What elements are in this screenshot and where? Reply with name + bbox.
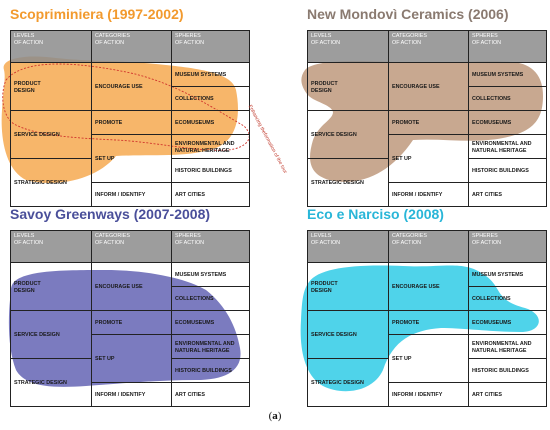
header-cell: LEVELS OF ACTION	[10, 230, 92, 263]
header-cell: CATEGORIES OF ACTION	[91, 30, 172, 63]
sphere-cell: ART CITIES	[171, 382, 250, 407]
sphere-cell: COLLECTIONS	[171, 86, 250, 111]
category-cell: INFORM / IDENTIFY	[91, 382, 172, 407]
header-cell: SPHERES OF ACTION	[171, 230, 250, 263]
level-cell: STRATEGIC DESIGN	[10, 158, 92, 207]
header-cell: SPHERES OF ACTION	[171, 30, 250, 63]
header-cell: SPHERES OF ACTION	[468, 30, 547, 63]
action-grid: LEVELS OF ACTION CATEGORIES OF ACTION SPHERE…	[1, 30, 288, 207]
level-cell: SERVICE DESIGN	[10, 110, 92, 159]
category-cell: PROMOTE	[388, 110, 469, 135]
category-cell: ENCOURAGE USE	[91, 62, 172, 111]
action-grid: LEVELS OF ACTION CATEGORIES OF ACTION SPHERE…	[300, 230, 547, 407]
action-grid: LEVELS OF ACTION CATEGORIES OF ACTION SPHERE…	[8, 230, 250, 407]
matrix-table: LEVELS OF ACTION CATEGORIES OF ACTION SPHERE…	[10, 230, 250, 407]
level-cell: PRODUCT DESIGN	[307, 62, 389, 111]
sphere-cell: ECOMUSEUMS	[468, 110, 547, 135]
category-cell: SET UP	[388, 334, 469, 383]
panel-title: Eco e Narciso (2008)	[307, 206, 444, 222]
header-cell: CATEGORIES OF ACTION	[388, 230, 469, 263]
header-cell: SPHERES OF ACTION	[468, 230, 547, 263]
sphere-cell: MUSEUM SYSTEMS	[468, 262, 547, 287]
category-cell: PROMOTE	[388, 310, 469, 335]
sphere-cell: ENVIRONMENTAL AND NATURAL HERITAGE	[171, 134, 250, 159]
header-cell: LEVELS OF ACTION	[307, 230, 389, 263]
panel-1: Scopriminiera (1997-2002) LEVELS OF ACTION…	[1, 6, 288, 207]
category-cell: ENCOURAGE USE	[388, 262, 469, 311]
action-grid: LEVELS OF ACTION CATEGORIES OF ACTION SPHERE…	[301, 30, 547, 207]
level-cell: PRODUCT DESIGN	[10, 262, 92, 311]
category-cell: SET UP	[91, 334, 172, 383]
level-cell: SERVICE DESIGN	[10, 310, 92, 359]
sphere-cell: MUSEUM SYSTEMS	[171, 62, 250, 87]
sphere-cell: ECOMUSEUMS	[468, 310, 547, 335]
category-cell: ENCOURAGE USE	[91, 262, 172, 311]
level-cell: STRATEGIC DESIGN	[10, 358, 92, 407]
sphere-cell: COLLECTIONS	[468, 286, 547, 311]
sphere-cell: MUSEUM SYSTEMS	[171, 262, 250, 287]
category-cell: PROMOTE	[91, 310, 172, 335]
sphere-cell: ENVIRONMENTAL AND NATURAL HERITAGE	[468, 134, 547, 159]
sphere-cell: HISTORIC BUILDINGS	[468, 358, 547, 383]
level-cell: STRATEGIC DESIGN	[307, 358, 389, 407]
sphere-cell: MUSEUM SYSTEMS	[468, 62, 547, 87]
panel-title: Savoy Greenways (2007-2008)	[10, 206, 211, 222]
panel-title: Scopriminiera (1997-2002)	[10, 6, 184, 22]
sphere-cell: ENVIRONMENTAL AND NATURAL HERITAGE	[171, 334, 250, 359]
matrix-table: LEVELS OF ACTION CATEGORIES OF ACTION SPHERE…	[307, 30, 547, 207]
level-cell: STRATEGIC DESIGN	[307, 158, 389, 207]
level-cell: SERVICE DESIGN	[307, 110, 389, 159]
category-cell: INFORM / IDENTIFY	[388, 182, 469, 207]
level-cell: SERVICE DESIGN	[307, 310, 389, 359]
sphere-cell: HISTORIC BUILDINGS	[171, 358, 250, 383]
sphere-cell: ECOMUSEUMS	[171, 310, 250, 335]
panel-4: Eco e Narciso (2008) LEVELS OF ACTION CATEG…	[300, 206, 550, 407]
category-cell: SET UP	[388, 134, 469, 183]
category-cell: INFORM / IDENTIFY	[91, 182, 172, 207]
sphere-cell: HISTORIC BUILDINGS	[468, 158, 547, 183]
sphere-cell: COLLECTIONS	[468, 86, 547, 111]
category-cell: ENCOURAGE USE	[388, 62, 469, 111]
sphere-cell: ART CITIES	[468, 382, 547, 407]
category-cell: SET UP	[91, 134, 172, 183]
header-cell: CATEGORIES OF ACTION	[388, 30, 469, 63]
level-cell: PRODUCT DESIGN	[307, 262, 389, 311]
panel-title: New Mondovì Ceramics (2006)	[307, 6, 509, 22]
sphere-cell: ENVIRONMENTAL AND NATURAL HERITAGE	[468, 334, 547, 359]
category-cell: PROMOTE	[91, 110, 172, 135]
matrix-table: LEVELS OF ACTION CATEGORIES OF ACTION SPHERE…	[307, 230, 547, 407]
sphere-cell: ART CITIES	[468, 182, 547, 207]
level-cell: PRODUCT DESIGN	[10, 62, 92, 111]
header-cell: CATEGORIES OF ACTION	[91, 230, 172, 263]
category-cell: INFORM / IDENTIFY	[388, 382, 469, 407]
figure-caption: (a)	[268, 410, 282, 422]
header-cell: LEVELS OF ACTION	[307, 30, 389, 63]
panel-3: Savoy Greenways (2007-2008) LEVELS OF ACTI…	[8, 206, 280, 407]
sphere-cell: COLLECTIONS	[171, 286, 250, 311]
matrix-table: LEVELS OF ACTION CATEGORIES OF ACTION SPHERE…	[10, 30, 250, 207]
sphere-cell: HISTORIC BUILDINGS	[171, 158, 250, 183]
sphere-cell: ECOMUSEUMS	[171, 110, 250, 135]
sphere-cell: ART CITIES	[171, 182, 250, 207]
header-cell: LEVELS OF ACTION	[10, 30, 92, 63]
panel-2: New Mondovì Ceramics (2006) LEVELS OF ACTI…	[301, 6, 550, 207]
